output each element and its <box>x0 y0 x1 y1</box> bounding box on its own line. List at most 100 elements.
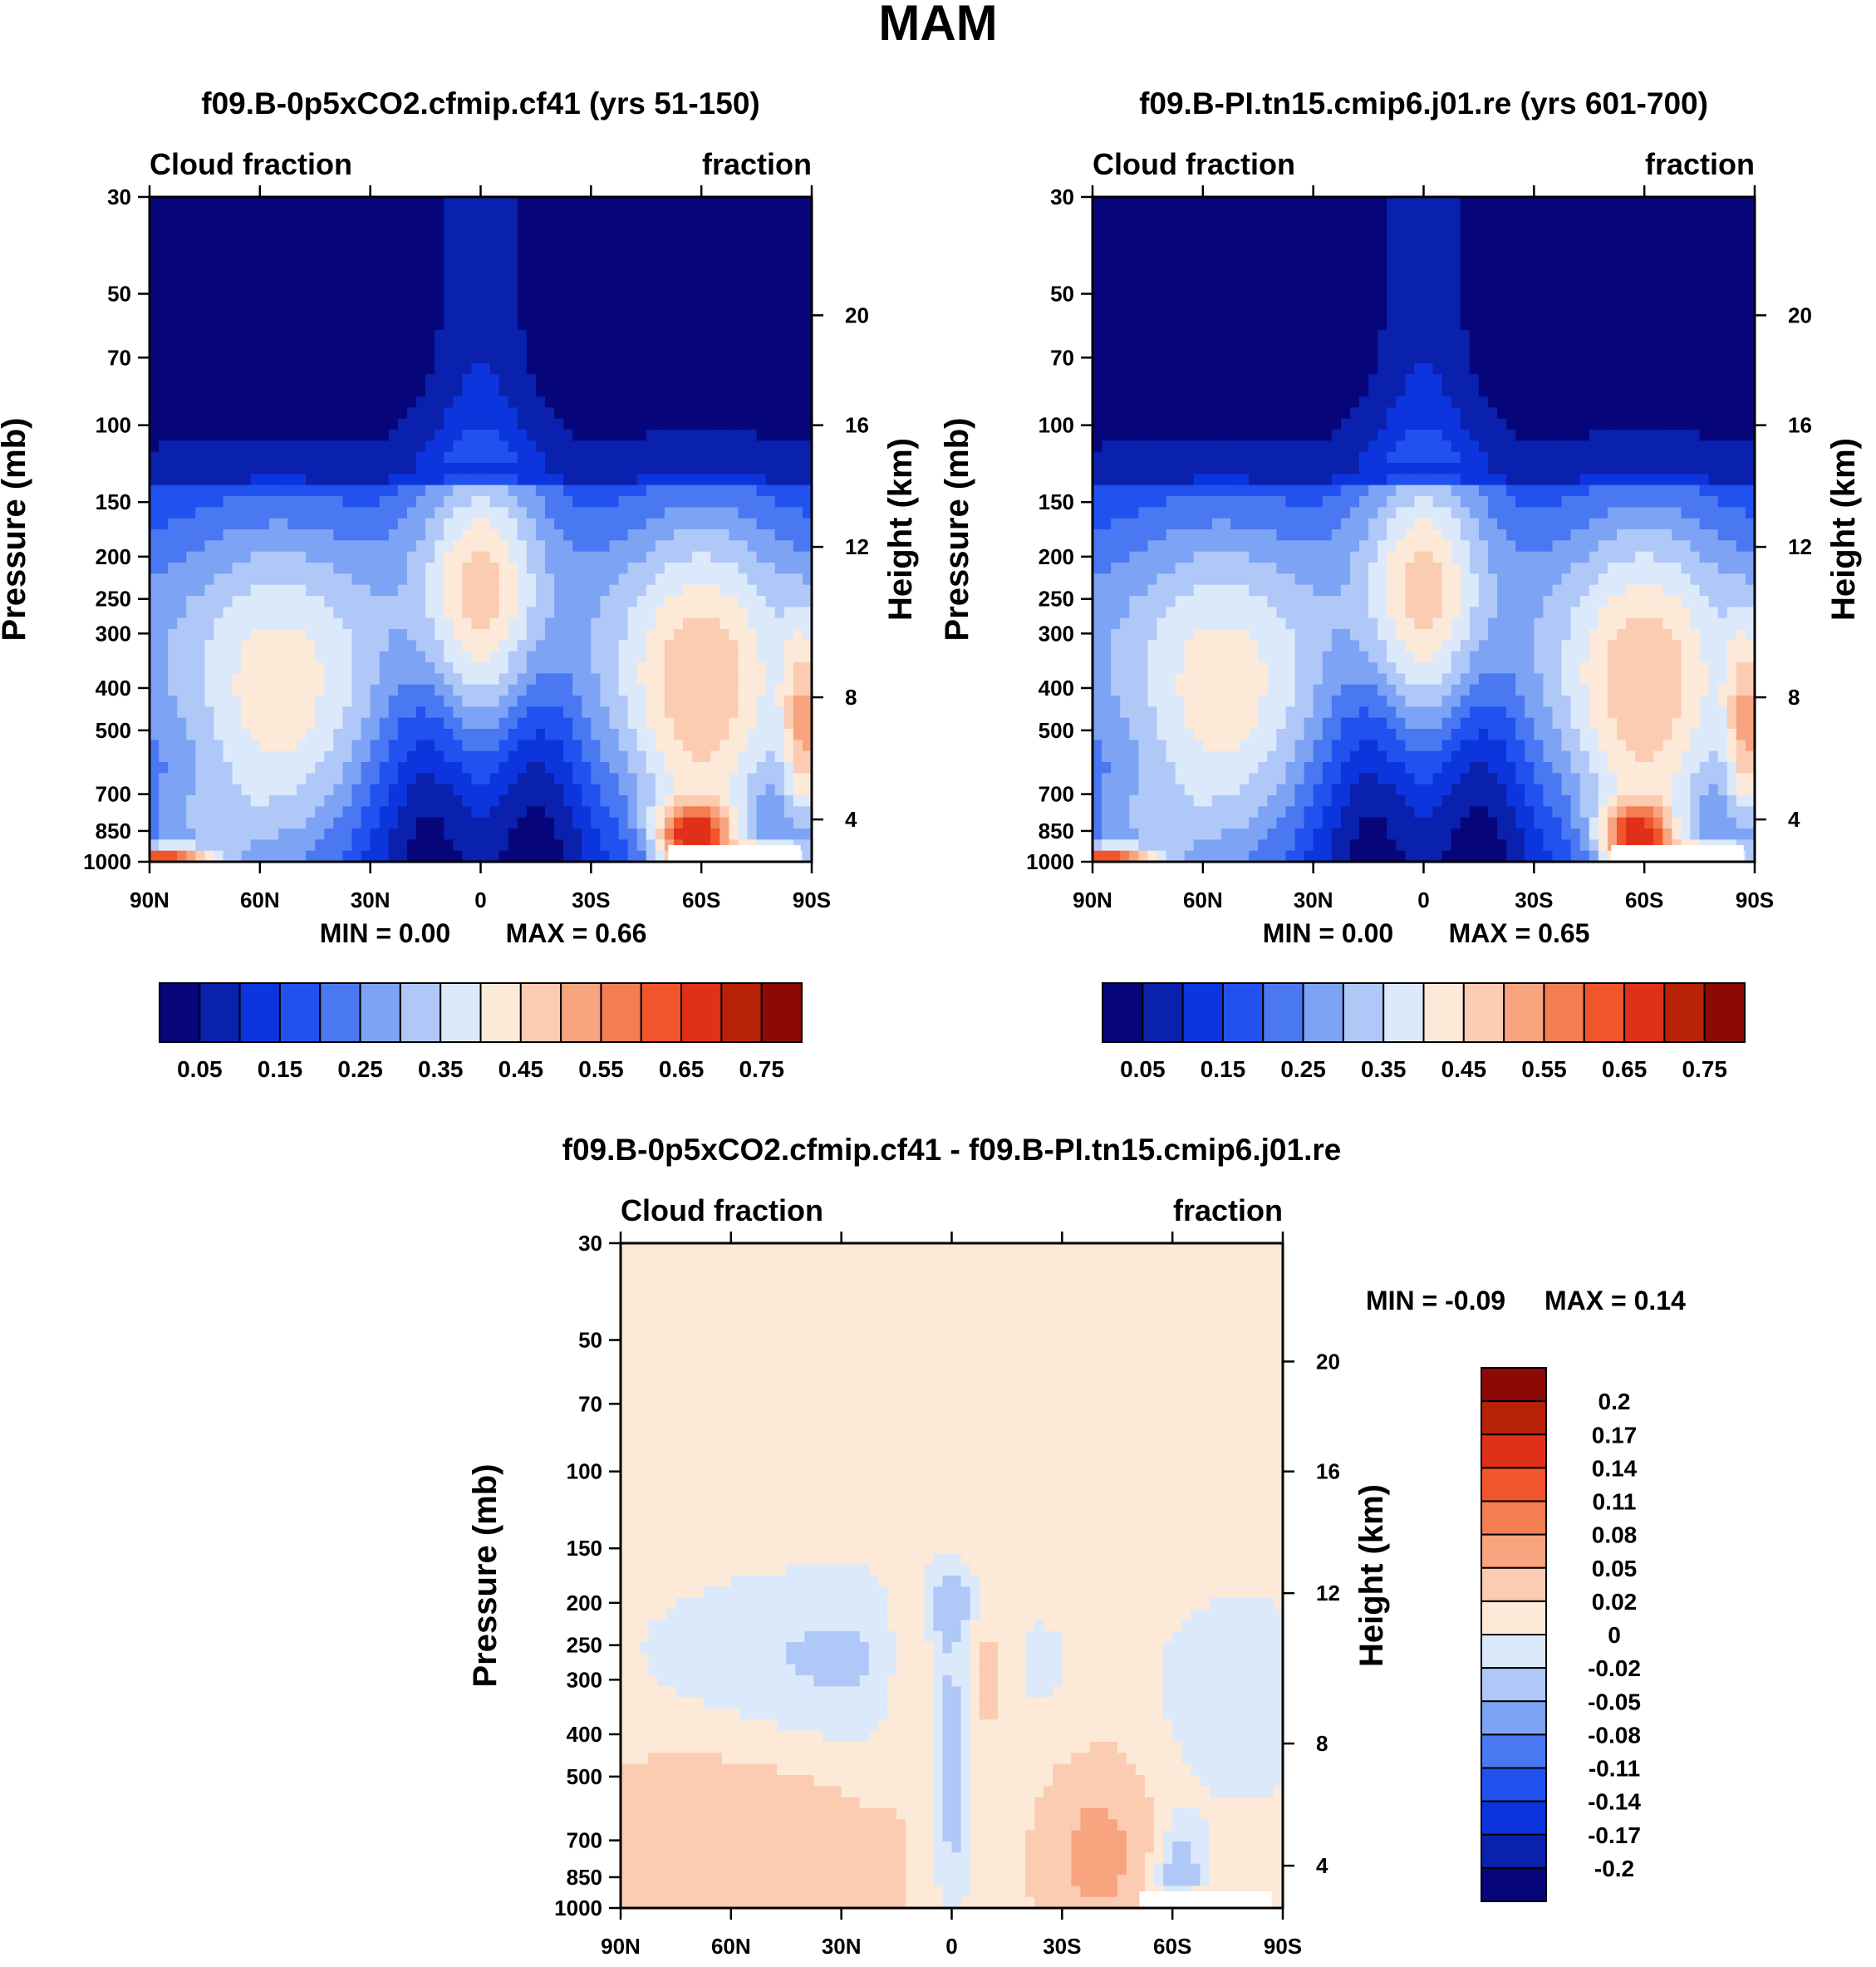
heat-cell <box>480 341 491 353</box>
heat-cell <box>692 740 702 752</box>
heat-cell <box>738 795 749 807</box>
heat-cell <box>526 717 537 730</box>
heat-cell <box>1570 263 1581 275</box>
heat-cell <box>544 507 555 519</box>
heat-cell <box>388 850 399 863</box>
heat-cell <box>223 551 233 563</box>
heat-cell <box>379 451 390 464</box>
heat-cell <box>636 607 647 619</box>
heat-cell <box>342 551 353 563</box>
heat-cell <box>406 806 417 819</box>
heat-cell <box>664 363 675 375</box>
heat-cell <box>627 230 638 242</box>
heat-cell <box>1211 274 1222 287</box>
heat-cell <box>582 396 592 408</box>
heat-cell <box>406 307 417 320</box>
heat-cell <box>793 662 803 674</box>
heat-cell <box>333 795 344 807</box>
heat-cell <box>306 496 316 508</box>
heat-cell <box>1396 219 1406 231</box>
heat-cell <box>287 341 297 353</box>
heat-cell <box>655 496 665 508</box>
heat-cell <box>223 430 233 441</box>
heat-cell <box>315 762 325 774</box>
heat-cell <box>214 252 224 264</box>
heat-cell <box>554 696 564 707</box>
heat-cell <box>756 717 767 730</box>
heat-cell <box>232 629 243 641</box>
heat-cell <box>315 474 325 486</box>
heat-cell <box>765 352 776 364</box>
heat-cell <box>618 706 629 719</box>
heat-cell <box>425 673 435 686</box>
heat-cell <box>1607 208 1618 220</box>
heat-cell <box>719 263 729 275</box>
heat-cell <box>471 463 482 475</box>
heat-cell <box>526 662 537 674</box>
heat-cell <box>195 806 206 819</box>
heat-cell <box>489 706 500 719</box>
heat-cell <box>435 551 444 563</box>
heat-cell <box>241 318 252 331</box>
heat-cell <box>508 407 518 420</box>
heat-cell <box>342 518 353 530</box>
heat-cell <box>324 274 334 287</box>
heat-cell <box>1157 274 1167 287</box>
heat-cell <box>609 374 620 386</box>
heat-cell <box>268 407 279 420</box>
heat-cell <box>683 263 693 275</box>
heat-cell <box>306 230 316 242</box>
heat-cell <box>1249 263 1259 275</box>
heat-cell <box>186 529 196 541</box>
heat-cell <box>315 706 325 719</box>
heat-cell <box>600 363 611 375</box>
heat-cell <box>591 484 601 497</box>
heat-cell <box>1726 197 1737 209</box>
heat-cell <box>627 706 638 719</box>
heat-cell <box>315 330 325 342</box>
heat-cell <box>204 629 215 641</box>
heat-cell <box>618 518 629 530</box>
heat-cell <box>1166 208 1176 220</box>
heat-cell <box>324 662 334 674</box>
heat-cell <box>480 374 491 386</box>
heat-cell <box>756 696 767 707</box>
heat-cell <box>462 563 473 574</box>
heat-cell <box>259 696 270 707</box>
heat-cell <box>1258 252 1268 264</box>
heat-cell <box>232 817 243 829</box>
heat-cell <box>774 330 785 342</box>
heat-cell <box>673 407 684 420</box>
heat-cell <box>232 729 243 740</box>
heat-cell <box>297 607 307 619</box>
heat-cell <box>186 418 196 430</box>
heat-cell <box>673 629 684 641</box>
heat-cell <box>388 829 399 840</box>
heat-cell <box>425 551 435 563</box>
heat-cell <box>802 307 813 320</box>
heat-cell <box>554 651 564 663</box>
heat-cell <box>195 729 206 740</box>
heat-cell <box>315 717 325 730</box>
colorbar-swatch <box>680 982 723 1043</box>
heat-cell <box>287 241 297 253</box>
y-tick-label: 30 <box>107 184 131 209</box>
heat-cell <box>627 341 638 353</box>
heat-cell <box>351 696 362 707</box>
heat-cell <box>241 341 252 353</box>
heat-cell <box>729 418 739 430</box>
heat-cell <box>241 263 252 275</box>
heat-cell <box>425 285 435 298</box>
heat-cell <box>618 430 629 441</box>
heat-cell <box>664 396 675 408</box>
heat-cell <box>600 551 611 563</box>
heat-cell <box>554 662 564 674</box>
heat-cell <box>480 474 491 486</box>
heat-cell <box>1432 208 1443 220</box>
heat-cell <box>416 563 426 574</box>
heat-cell <box>480 197 491 209</box>
heat-cell <box>646 563 656 574</box>
heat-cell <box>765 363 776 375</box>
heat-cell <box>232 551 243 563</box>
heat-cell <box>351 330 362 342</box>
